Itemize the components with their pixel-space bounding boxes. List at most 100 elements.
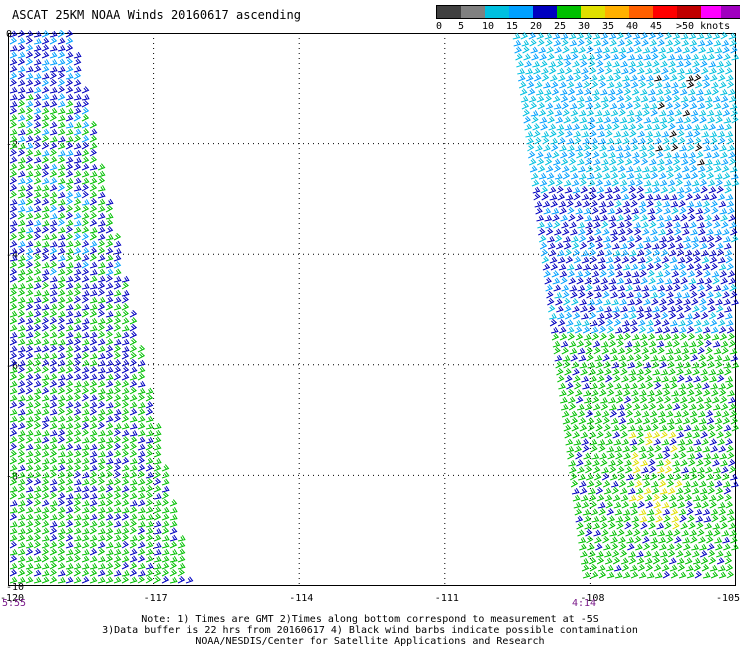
wind-barb xyxy=(607,144,616,152)
wind-barb xyxy=(698,291,706,299)
wind-barb xyxy=(610,291,619,299)
wind-barb xyxy=(612,122,620,131)
wind-barb xyxy=(729,410,738,418)
wind-barb xyxy=(666,291,674,299)
wind-barb xyxy=(611,361,620,369)
wind-barb xyxy=(722,228,730,236)
wind-barb xyxy=(705,221,713,229)
wind-barb xyxy=(618,172,627,180)
wind-barb xyxy=(673,164,682,173)
wind-barb xyxy=(637,319,646,327)
wind-barb xyxy=(73,470,82,479)
wind-barb xyxy=(598,263,607,271)
wind-barb xyxy=(658,417,667,425)
wind-barb xyxy=(718,200,727,208)
wind-barb xyxy=(49,457,58,465)
wind-barb xyxy=(49,555,58,563)
wind-barb xyxy=(524,123,533,131)
wind-barb xyxy=(145,443,154,451)
wind-barb xyxy=(73,101,82,108)
wind-barb xyxy=(723,362,732,369)
wind-barb xyxy=(97,373,106,381)
wind-barb xyxy=(694,508,703,516)
wind-barb xyxy=(97,191,106,199)
wind-barb xyxy=(565,375,573,383)
wind-barb xyxy=(550,200,558,208)
wind-barb xyxy=(635,53,644,61)
wind-barb xyxy=(582,80,591,89)
wind-barb xyxy=(728,277,737,285)
wind-barb xyxy=(97,268,106,276)
wind-barb xyxy=(609,39,617,47)
wind-barb xyxy=(665,348,674,355)
wind-barb xyxy=(533,130,541,138)
wind-barb xyxy=(610,473,618,481)
wind-barb xyxy=(688,157,697,166)
wind-barb xyxy=(652,186,661,194)
wind-barb xyxy=(121,400,129,409)
wind-barb xyxy=(584,215,593,222)
wind-barb xyxy=(645,193,654,201)
wind-barb xyxy=(698,109,707,117)
wind-barb xyxy=(557,67,565,75)
wind-barb xyxy=(73,352,82,360)
wind-barb xyxy=(73,157,82,164)
wind-barb xyxy=(643,542,651,551)
wind-barb xyxy=(648,95,657,103)
wind-barb xyxy=(97,288,105,297)
wind-barb xyxy=(600,397,608,404)
wind-barb xyxy=(689,39,698,47)
wind-barb xyxy=(596,556,605,565)
wind-barb xyxy=(655,334,664,341)
wind-barb xyxy=(692,305,700,313)
wind-barb xyxy=(627,241,636,250)
wind-barb xyxy=(697,472,706,481)
wind-barb xyxy=(675,487,684,495)
wind-barb xyxy=(662,74,670,82)
wind-barb xyxy=(65,142,74,150)
wind-barb xyxy=(9,170,18,178)
wind-barb xyxy=(121,317,130,325)
wind-barb xyxy=(539,53,547,61)
wind-barb xyxy=(701,256,710,264)
wind-barb xyxy=(609,165,618,173)
wind-barb xyxy=(613,67,621,75)
wind-barb xyxy=(598,201,607,208)
wind-barb xyxy=(645,438,653,446)
wind-barb xyxy=(73,554,81,563)
lat-tick-label: -2 xyxy=(6,140,18,151)
wind-barb xyxy=(9,540,18,549)
wind-barb xyxy=(696,339,704,348)
wind-barb xyxy=(590,137,598,145)
wind-barb xyxy=(97,303,106,311)
wind-barb xyxy=(121,513,130,521)
wind-barb xyxy=(660,550,668,558)
wind-barb xyxy=(706,234,715,243)
wind-barb xyxy=(652,123,661,131)
wind-barb xyxy=(637,437,645,446)
wind-barb xyxy=(702,200,711,208)
wind-barb xyxy=(644,306,652,313)
wind-barb xyxy=(592,151,600,159)
wind-barb xyxy=(644,494,653,502)
wind-barb xyxy=(683,361,692,369)
wind-barb xyxy=(9,120,17,129)
wind-barb xyxy=(690,480,699,488)
wind-barb xyxy=(9,107,18,115)
wind-barb xyxy=(695,88,704,96)
wind-barb xyxy=(113,386,121,395)
wind-barb xyxy=(590,445,598,453)
wind-barb xyxy=(81,380,90,388)
wind-barb xyxy=(65,232,74,241)
wind-barb xyxy=(562,355,571,362)
wind-barb xyxy=(137,436,146,444)
wind-barb xyxy=(555,54,564,61)
wind-barb xyxy=(643,116,652,124)
wind-barb xyxy=(634,354,642,362)
wind-barb xyxy=(640,151,648,159)
wind-barb xyxy=(710,74,718,82)
wind-barb xyxy=(635,179,644,187)
wind-barb xyxy=(638,382,646,390)
wind-barb xyxy=(680,341,689,348)
wind-barb xyxy=(612,306,620,313)
